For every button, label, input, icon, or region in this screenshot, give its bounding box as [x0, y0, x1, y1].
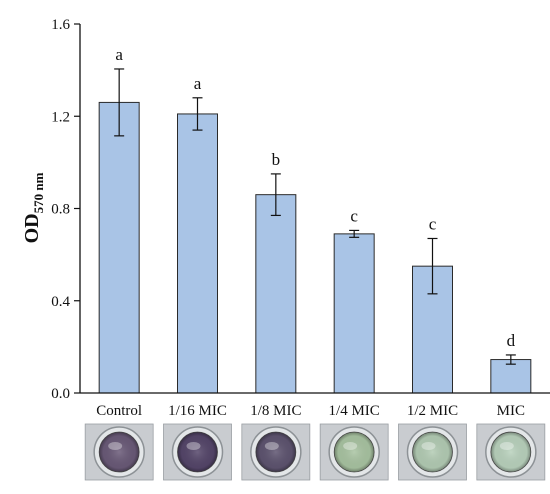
well-image: [84, 423, 154, 481]
well-shading: [412, 432, 453, 472]
significance-label: a: [115, 45, 123, 64]
bar: [98, 101, 140, 394]
category-label: 1/16 MIC: [168, 403, 227, 419]
well-highlight: [499, 442, 514, 450]
well-image: [163, 423, 232, 481]
significance-label: c: [350, 206, 358, 225]
well-shading: [99, 432, 140, 472]
bar: [255, 194, 297, 394]
y-tick-label: 1.6: [51, 17, 70, 33]
category-label: Control: [96, 403, 142, 419]
category-label: 1/4 MIC: [329, 403, 380, 419]
well-shading: [255, 432, 296, 472]
y-axis-ticks: 0.0 0.4 0.8 1.2 1.6: [51, 17, 80, 402]
category-label: 1/8 MIC: [250, 403, 301, 419]
bars: a a b c c d: [98, 45, 532, 394]
category-label: 1/2 MIC: [407, 403, 458, 419]
well-images: [84, 423, 546, 481]
well-image: [476, 423, 546, 481]
well-shading: [177, 432, 218, 472]
bar: [177, 113, 218, 394]
bar: [333, 233, 375, 394]
significance-label: a: [194, 74, 202, 93]
well-highlight: [421, 442, 436, 450]
category-labels: Control 1/16 MIC 1/8 MIC 1/4 MIC 1/2 MIC MIC: [96, 403, 525, 419]
well-image: [241, 423, 311, 481]
well-highlight: [186, 442, 201, 450]
well-highlight: [108, 442, 123, 450]
category-label: MIC: [497, 403, 525, 419]
well-shading: [334, 432, 375, 472]
y-tick-label: 0.8: [51, 202, 70, 218]
y-tick-label: 0.4: [51, 294, 70, 310]
well-highlight: [343, 442, 358, 450]
well-shading: [490, 432, 531, 472]
bar: [490, 359, 532, 394]
significance-label: d: [507, 331, 516, 350]
significance-label: c: [429, 214, 437, 233]
y-axis-title: OD570 nm: [21, 172, 46, 243]
significance-label: b: [272, 150, 281, 169]
well-highlight: [264, 442, 279, 450]
well-image: [319, 423, 389, 481]
y-tick-label: 0.0: [51, 386, 70, 402]
y-tick-label: 1.2: [51, 109, 70, 125]
well-image: [398, 423, 467, 481]
